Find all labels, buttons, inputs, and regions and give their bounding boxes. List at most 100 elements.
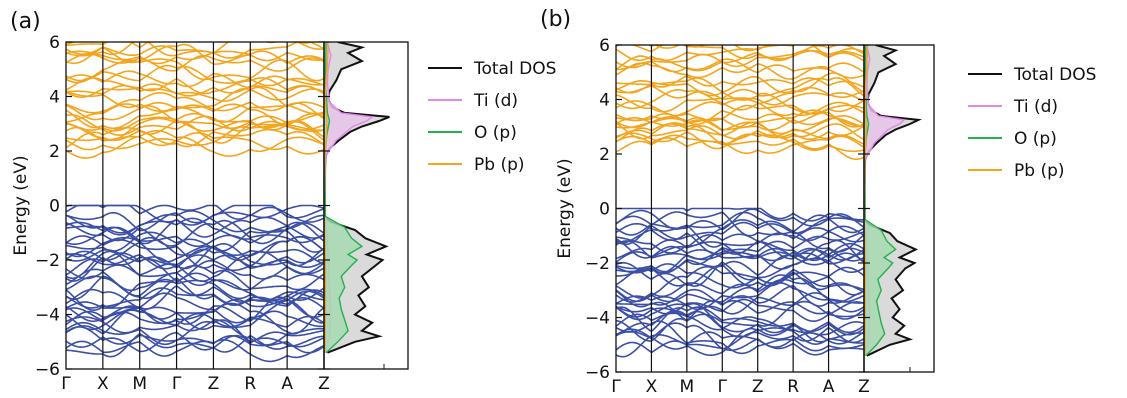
valence-band — [66, 264, 324, 292]
x-tick-label: X — [646, 377, 658, 397]
valence-band — [616, 211, 864, 237]
x-tick-label: A — [823, 377, 835, 397]
y-tick-label: 4 — [49, 88, 60, 108]
valence-band — [616, 240, 864, 260]
legend-entry: Ti (d) — [1013, 97, 1058, 117]
x-tick-label: R — [244, 374, 256, 394]
conduction-band — [616, 115, 864, 135]
valence-band — [66, 241, 324, 267]
y-axis-label: Energy (eV) — [555, 158, 575, 258]
conduction-band — [66, 50, 324, 65]
y-tick-label: 0 — [49, 197, 60, 217]
valence-band — [616, 284, 864, 308]
x-tick-label: A — [281, 374, 293, 394]
valence-band — [66, 219, 324, 247]
valence-band — [616, 312, 864, 338]
x-tick-label: Z — [318, 374, 330, 394]
y-tick-label: 2 — [49, 142, 60, 162]
x-tick-label: Z — [752, 377, 764, 397]
y-axis-label: Energy (eV) — [11, 155, 31, 255]
valence-band — [616, 233, 864, 262]
valence-band — [616, 322, 864, 350]
y-tick-label: −2 — [35, 251, 60, 271]
conduction-band — [66, 42, 142, 47]
valence-band — [616, 218, 864, 246]
conduction-band — [616, 72, 864, 94]
conduction-band — [616, 135, 864, 160]
valence-band — [66, 288, 324, 320]
dos-fill-ti-d — [864, 45, 905, 356]
valence-band — [66, 296, 324, 325]
dos-line-total-dos — [324, 42, 390, 354]
conduction-band — [66, 132, 324, 155]
conduction-band — [66, 70, 324, 89]
dos-line-total-dos — [864, 45, 923, 357]
dos-fill-ti-d — [324, 42, 373, 353]
conduction-band — [66, 101, 324, 123]
valence-band — [66, 252, 324, 282]
y-tick-label: −2 — [585, 254, 610, 274]
valence-band — [616, 298, 864, 323]
conduction-band — [66, 103, 324, 130]
valence-band — [66, 306, 324, 331]
conduction-band — [616, 74, 864, 88]
conduction-band — [616, 58, 864, 79]
conduction-band — [616, 86, 864, 111]
valence-band — [616, 208, 864, 236]
conduction-band — [616, 62, 864, 80]
valence-band — [66, 236, 324, 262]
valence-band — [66, 308, 324, 335]
y-tick-label: 6 — [49, 33, 60, 53]
x-tick-label: R — [787, 377, 799, 397]
y-tick-label: 0 — [599, 200, 610, 220]
dos-fill-o-p — [324, 42, 362, 353]
y-tick-label: −6 — [585, 363, 610, 383]
valence-band — [66, 221, 324, 252]
conduction-band — [66, 112, 324, 132]
x-tick-label: Γ — [718, 377, 728, 397]
panel-label: (b) — [540, 7, 571, 32]
conduction-band — [66, 86, 324, 112]
conduction-band — [616, 122, 864, 145]
legend-entry: Total DOS — [1013, 65, 1096, 85]
valence-band — [66, 325, 324, 353]
valence-band — [616, 209, 864, 242]
legend-entry: O (p) — [1014, 129, 1057, 149]
valence-band — [66, 312, 324, 346]
dos-panel — [324, 42, 390, 354]
x-tick-label: Γ — [611, 377, 621, 397]
conduction-band — [653, 45, 681, 49]
y-tick-label: −4 — [35, 306, 60, 326]
dos-line-o-p — [324, 42, 364, 354]
valence-band — [616, 229, 864, 255]
x-tick-label: M — [680, 377, 695, 397]
valence-band — [616, 219, 864, 254]
valence-band — [66, 216, 324, 245]
y-tick-label: −4 — [585, 309, 610, 329]
bands — [616, 45, 864, 358]
valence-band — [616, 313, 864, 343]
x-tick-label: Z — [858, 377, 870, 397]
valence-band — [66, 264, 324, 291]
legend-entry: Pb (p) — [1014, 161, 1065, 181]
valence-band — [66, 250, 324, 282]
dos-panel — [864, 45, 923, 357]
valence-band — [616, 261, 864, 287]
conduction-band — [66, 83, 324, 102]
conduction-band — [66, 129, 324, 159]
valence-band — [66, 275, 324, 307]
x-tick-label: X — [97, 374, 109, 394]
conduction-band — [616, 77, 864, 101]
conduction-band — [616, 110, 864, 128]
x-tick-label: Γ — [61, 374, 71, 394]
y-tick-label: 6 — [599, 36, 610, 56]
valence-band — [66, 206, 324, 232]
valence-band — [66, 332, 324, 358]
conduction-band — [616, 45, 864, 62]
valence-band — [616, 337, 864, 354]
y-tick-label: −6 — [35, 360, 60, 380]
conduction-band — [66, 42, 324, 59]
bands — [66, 42, 324, 363]
valence-band — [616, 265, 864, 299]
conduction-band — [616, 85, 864, 106]
